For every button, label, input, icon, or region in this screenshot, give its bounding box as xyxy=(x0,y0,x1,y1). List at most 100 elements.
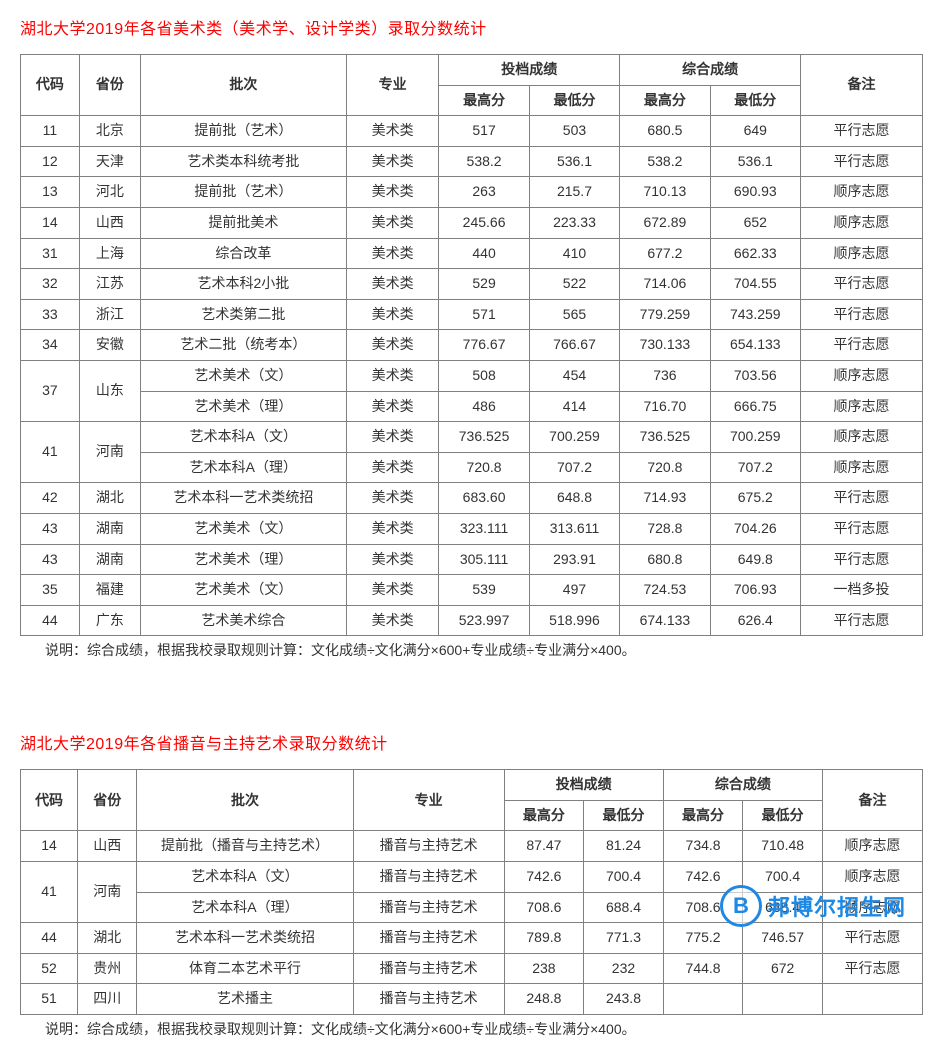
cell-td-min: 518.996 xyxy=(529,605,619,636)
cell-td-max: 323.111 xyxy=(439,513,529,544)
cell-td-min: 223.33 xyxy=(529,207,619,238)
cell-zh-min: 675.2 xyxy=(710,483,800,514)
cell-note: 一档多投 xyxy=(801,575,923,606)
table-row: 艺术本科A（理）美术类720.8707.2720.8707.2顺序志愿 xyxy=(21,452,923,483)
table-row: 44广东艺术美术综合美术类523.997518.996674.133626.4平… xyxy=(21,605,923,636)
cell-zh-max: 538.2 xyxy=(620,146,710,177)
section2-title: 湖北大学2019年各省播音与主持艺术录取分数统计 xyxy=(20,730,923,754)
cell-code: 42 xyxy=(21,483,80,514)
th-td-max: 最高分 xyxy=(439,85,529,116)
cell-code: 13 xyxy=(21,177,80,208)
cell-zh-min: 703.56 xyxy=(710,360,800,391)
cell-td-min: 648.8 xyxy=(529,483,619,514)
cell-td-max: 539 xyxy=(439,575,529,606)
cell-major: 美术类 xyxy=(346,483,439,514)
cell-major: 播音与主持艺术 xyxy=(353,862,504,893)
table-row: 11北京提前批（艺术）美术类517503680.5649平行志愿 xyxy=(21,116,923,147)
cell-prov: 湖北 xyxy=(78,923,137,954)
cell-note: 顺序志愿 xyxy=(801,452,923,483)
cell-batch: 艺术类本科统考批 xyxy=(140,146,346,177)
section1-title: 湖北大学2019年各省美术类（美术学、设计学类）录取分数统计 xyxy=(20,15,923,39)
cell-zh-max: 680.5 xyxy=(620,116,710,147)
cell-prov: 河南 xyxy=(78,862,137,923)
cell-prov: 安徽 xyxy=(79,330,140,361)
cell-code: 33 xyxy=(21,299,80,330)
cell-prov: 上海 xyxy=(79,238,140,269)
cell-major: 美术类 xyxy=(346,544,439,575)
th-td-max: 最高分 xyxy=(504,800,584,831)
cell-major: 播音与主持艺术 xyxy=(353,892,504,923)
cell-major: 播音与主持艺术 xyxy=(353,831,504,862)
cell-code: 32 xyxy=(21,269,80,300)
cell-zh-max xyxy=(663,984,743,1015)
cell-code: 31 xyxy=(21,238,80,269)
cell-note: 顺序志愿 xyxy=(822,862,922,893)
cell-batch: 提前批（播音与主持艺术） xyxy=(137,831,353,862)
cell-prov: 福建 xyxy=(79,575,140,606)
th-major: 专业 xyxy=(346,55,439,116)
cell-batch: 艺术类第二批 xyxy=(140,299,346,330)
cell-zh-min: 706.93 xyxy=(710,575,800,606)
table-row: 52贵州体育二本艺术平行播音与主持艺术238232744.8672平行志愿 xyxy=(21,953,923,984)
cell-zh-min: 746.57 xyxy=(743,923,823,954)
cell-td-min: 522 xyxy=(529,269,619,300)
table-2: 代码省份批次专业投档成绩综合成绩备注最高分最低分最高分最低分14山西提前批（播音… xyxy=(20,769,923,1015)
cell-td-min: 215.7 xyxy=(529,177,619,208)
th-zh-min: 最低分 xyxy=(743,800,823,831)
cell-major: 美术类 xyxy=(346,422,439,453)
cell-prov: 河南 xyxy=(79,422,140,483)
cell-td-max: 517 xyxy=(439,116,529,147)
cell-code: 41 xyxy=(21,862,78,923)
cell-batch: 艺术播主 xyxy=(137,984,353,1015)
cell-td-max: 87.47 xyxy=(504,831,584,862)
cell-td-max: 683.60 xyxy=(439,483,529,514)
cell-zh-max: 734.8 xyxy=(663,831,743,862)
cell-major: 美术类 xyxy=(346,391,439,422)
cell-td-max: 523.997 xyxy=(439,605,529,636)
cell-zh-max: 714.93 xyxy=(620,483,710,514)
cell-zh-min: 652 xyxy=(710,207,800,238)
cell-td-min: 688.4 xyxy=(584,892,664,923)
cell-zh-max: 730.133 xyxy=(620,330,710,361)
cell-prov: 贵州 xyxy=(78,953,137,984)
cell-major: 播音与主持艺术 xyxy=(353,953,504,984)
cell-td-max: 538.2 xyxy=(439,146,529,177)
cell-major: 美术类 xyxy=(346,238,439,269)
th-prov: 省份 xyxy=(78,770,137,831)
cell-td-max: 776.67 xyxy=(439,330,529,361)
table-row: 13河北提前批（艺术）美术类263215.7710.13690.93顺序志愿 xyxy=(21,177,923,208)
cell-code: 44 xyxy=(21,923,78,954)
cell-zh-min: 654.133 xyxy=(710,330,800,361)
cell-zh-max: 710.13 xyxy=(620,177,710,208)
cell-zh-min: 743.259 xyxy=(710,299,800,330)
cell-zh-max: 708.6 xyxy=(663,892,743,923)
cell-major: 播音与主持艺术 xyxy=(353,984,504,1015)
cell-td-max: 245.66 xyxy=(439,207,529,238)
cell-batch: 艺术二批（统考本） xyxy=(140,330,346,361)
cell-batch: 艺术美术（理） xyxy=(140,544,346,575)
cell-note: 平行志愿 xyxy=(801,544,923,575)
cell-zh-min: 662.33 xyxy=(710,238,800,269)
table-row: 35福建艺术美术（文）美术类539497724.53706.93一档多投 xyxy=(21,575,923,606)
table-row: 37山东艺术美术（文）美术类508454736703.56顺序志愿 xyxy=(21,360,923,391)
cell-zh-max: 680.8 xyxy=(620,544,710,575)
cell-zh-min: 710.48 xyxy=(743,831,823,862)
cell-zh-max: 736.525 xyxy=(620,422,710,453)
cell-td-max: 736.525 xyxy=(439,422,529,453)
cell-batch: 艺术本科A（文） xyxy=(140,422,346,453)
cell-zh-max: 728.8 xyxy=(620,513,710,544)
cell-batch: 艺术本科2小批 xyxy=(140,269,346,300)
cell-prov: 山西 xyxy=(78,831,137,862)
cell-zh-max: 736 xyxy=(620,360,710,391)
cell-td-min: 536.1 xyxy=(529,146,619,177)
cell-zh-max: 677.2 xyxy=(620,238,710,269)
cell-td-min: 771.3 xyxy=(584,923,664,954)
cell-note: 顺序志愿 xyxy=(801,422,923,453)
cell-note: 平行志愿 xyxy=(801,483,923,514)
cell-td-max: 571 xyxy=(439,299,529,330)
cell-td-min: 707.2 xyxy=(529,452,619,483)
cell-zh-min: 700.4 xyxy=(743,862,823,893)
cell-prov: 山西 xyxy=(79,207,140,238)
cell-note: 顺序志愿 xyxy=(822,831,922,862)
cell-zh-max: 744.8 xyxy=(663,953,743,984)
